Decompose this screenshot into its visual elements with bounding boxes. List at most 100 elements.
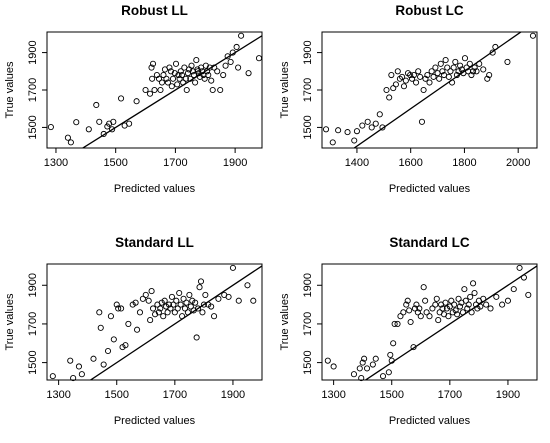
data-point: [408, 75, 416, 82]
data-point: [390, 340, 397, 347]
data-point: [432, 301, 439, 308]
data-point: [165, 301, 173, 308]
data-point: [149, 305, 157, 312]
data-point: [459, 309, 466, 316]
data-point: [520, 274, 527, 281]
data-point: [422, 75, 429, 82]
data-point: [445, 73, 452, 80]
data-point: [420, 86, 427, 94]
data-point: [174, 81, 181, 88]
data-point: [227, 58, 234, 65]
data-point: [161, 297, 168, 304]
x-tick-label: 1900: [223, 157, 247, 169]
data-point: [406, 307, 413, 314]
data-point: [454, 311, 461, 318]
x-axis-label: Predicted values: [389, 415, 471, 427]
y-axis-label: True values: [279, 293, 291, 351]
data-point: [126, 120, 133, 127]
data-point: [335, 127, 342, 134]
data-point: [107, 313, 114, 320]
data-point: [97, 324, 104, 331]
data-point: [201, 75, 208, 82]
data-point: [486, 71, 493, 79]
panel-robust-lc: Robust LC Predicted values True values 1…: [279, 3, 538, 195]
data-point: [168, 83, 175, 90]
data-point: [245, 70, 252, 77]
data-point: [351, 137, 358, 144]
panel-standard-ll: Standard LL Predicted values True values…: [4, 235, 263, 427]
data-point: [453, 71, 460, 79]
panel-title: Standard LC: [389, 235, 470, 250]
data-point: [353, 128, 360, 135]
data-point: [158, 79, 166, 86]
data-point: [208, 77, 215, 84]
data-point: [368, 124, 375, 131]
data-point: [436, 75, 443, 82]
panel-title: Robust LL: [121, 3, 188, 18]
data-point: [416, 305, 423, 312]
panel-standard-lc: Standard LC Predicted values True values…: [279, 235, 538, 427]
data-point: [489, 49, 496, 56]
reference-line: [89, 265, 262, 380]
data-point: [85, 126, 92, 133]
y-tick-label: 1700: [302, 78, 314, 102]
data-point: [457, 62, 464, 69]
data-point: [372, 355, 379, 362]
data-point: [414, 309, 421, 316]
reference-line: [81, 35, 262, 148]
x-tick-label: 1400: [345, 157, 369, 169]
data-point: [197, 278, 205, 285]
y-tick-label: 1500: [27, 115, 39, 139]
data-point: [205, 71, 212, 79]
data-point: [504, 58, 511, 65]
x-tick-label: 1300: [321, 389, 345, 401]
data-point: [471, 64, 478, 71]
data-point: [413, 79, 420, 86]
data-point: [439, 68, 446, 75]
data-point: [403, 301, 410, 308]
reference-line: [353, 32, 523, 148]
data-point: [206, 64, 213, 71]
x-tick-label: 1900: [221, 389, 245, 401]
data-point: [67, 139, 74, 146]
data-point: [147, 317, 154, 324]
data-point: [174, 305, 181, 312]
y-tick-label: 1900: [302, 40, 314, 64]
data-point: [451, 301, 458, 308]
data-point: [208, 303, 215, 310]
data-point: [329, 139, 336, 146]
data-point: [233, 43, 240, 51]
data-point: [369, 361, 376, 368]
x-tick-label: 1700: [438, 389, 462, 401]
data-point: [386, 94, 393, 101]
data-point: [181, 305, 189, 312]
data-point: [167, 305, 174, 312]
data-point: [379, 124, 386, 131]
data-point: [164, 309, 171, 316]
data-point: [110, 118, 117, 125]
data-point: [466, 60, 473, 67]
data-point: [142, 291, 149, 298]
data-point: [402, 77, 409, 84]
data-point: [164, 79, 171, 86]
data-point: [151, 86, 158, 94]
data-point: [115, 305, 122, 312]
data-point: [192, 299, 199, 306]
data-point: [480, 66, 487, 73]
data-point: [192, 79, 199, 86]
data-point: [110, 336, 117, 343]
data-point: [224, 53, 231, 60]
data-point: [344, 129, 351, 136]
data-point: [450, 64, 457, 71]
data-point: [211, 313, 218, 320]
y-tick-label: 1500: [302, 115, 314, 139]
data-point: [452, 307, 459, 314]
data-point: [388, 357, 395, 364]
data-point: [468, 309, 475, 316]
data-point: [444, 64, 451, 71]
data-point: [149, 75, 156, 82]
data-point: [394, 68, 401, 75]
data-point: [250, 297, 257, 304]
data-point: [493, 293, 500, 300]
data-point: [400, 83, 408, 90]
